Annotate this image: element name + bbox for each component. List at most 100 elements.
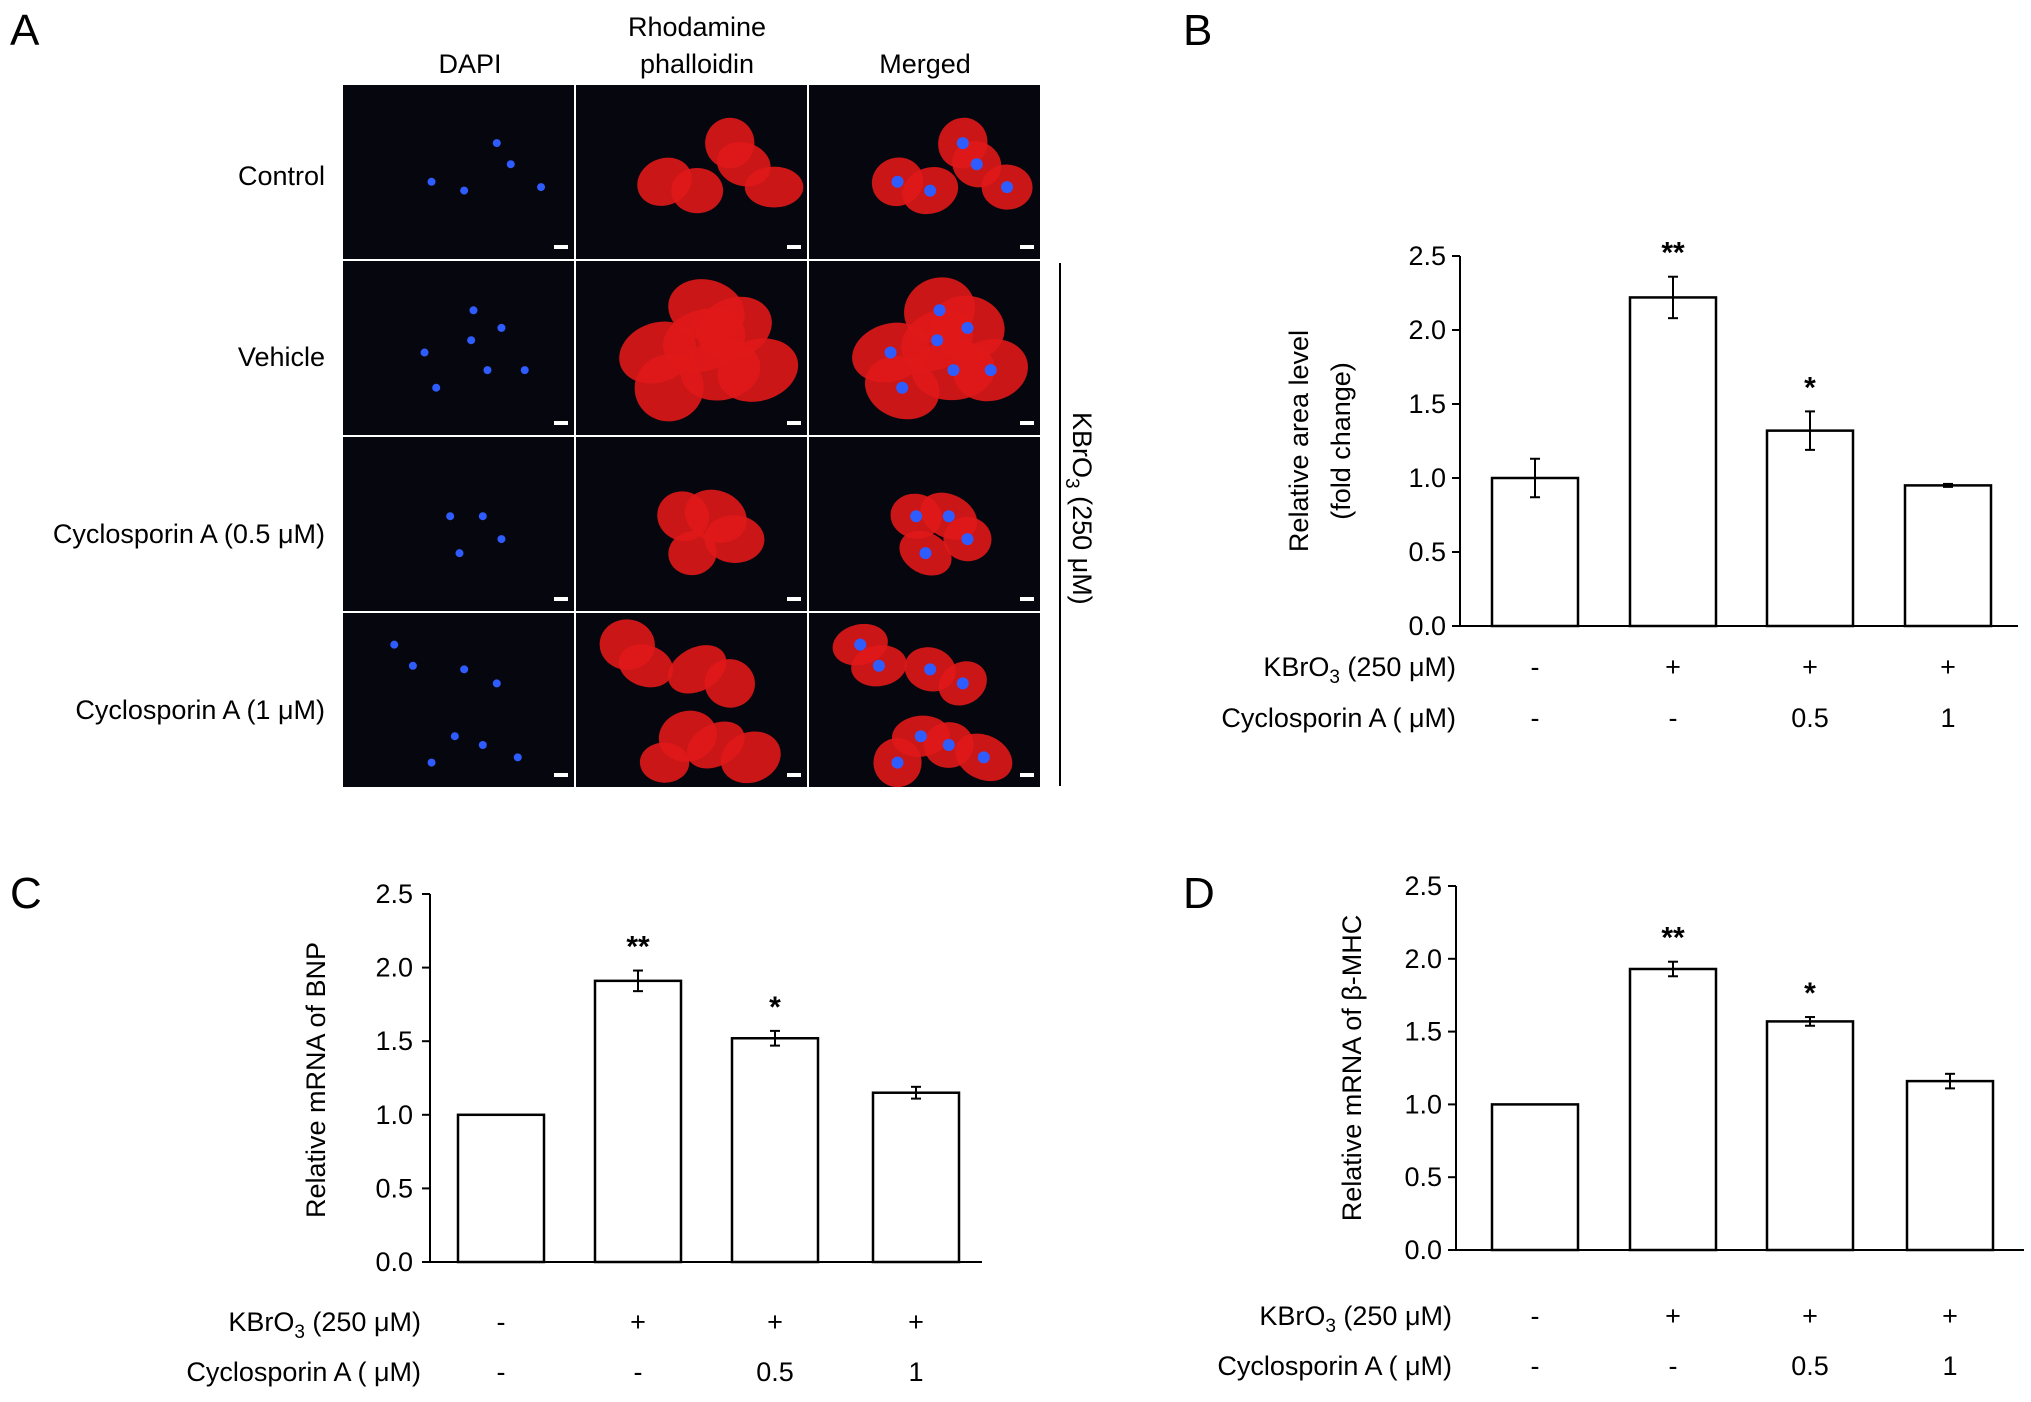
column-header-phalloidin: phalloidin	[640, 49, 754, 79]
y-tick-label: 2.5	[1404, 871, 1442, 901]
actin-cell	[720, 731, 781, 784]
nucleus	[891, 756, 904, 769]
kbro3-side-main: KBrO	[1067, 412, 1097, 478]
cyclosporin-value: 1	[1940, 703, 1955, 733]
micrograph-r3-c1	[576, 613, 807, 787]
chart-panel-b: 0.0 0.5 1.0 1.5 2.0 2.5 Relative area level (fo…	[1221, 237, 2018, 733]
nucleus	[854, 638, 867, 651]
bar	[1628, 967, 1718, 1252]
y-tick-label: 0.0	[375, 1247, 413, 1277]
kbro3-value: +	[767, 1307, 783, 1337]
column-header-rhodamine: Rhodamine	[628, 12, 766, 42]
nucleus	[450, 732, 459, 741]
column-header-dapi: DAPI	[438, 49, 501, 79]
significance-marker: *	[1804, 977, 1816, 1010]
nucleus	[984, 364, 997, 377]
panel-letter-a: A	[10, 6, 40, 55]
bar	[871, 1091, 961, 1264]
nucleus	[956, 677, 969, 690]
nucleus	[919, 547, 932, 560]
micrograph-background	[343, 613, 574, 787]
micrograph-background	[343, 437, 574, 611]
kbro3-value: -	[1531, 652, 1540, 682]
bar	[456, 1113, 546, 1264]
nucleus	[924, 184, 937, 197]
nucleus	[492, 139, 501, 148]
nucleus	[478, 512, 487, 521]
nucleus	[432, 383, 441, 392]
kbro3-value: +	[1802, 1301, 1818, 1331]
actin-cell	[668, 279, 745, 342]
significance-marker: **	[1661, 922, 1685, 955]
kbro3-value: +	[1665, 1301, 1681, 1331]
nucleus	[446, 512, 455, 521]
nucleus	[497, 323, 506, 332]
row-label-control: Control	[238, 161, 325, 191]
actin-cell	[671, 167, 724, 214]
kbro3-value: -	[497, 1307, 506, 1337]
scale-bar	[787, 597, 801, 601]
nucleus	[956, 137, 969, 150]
kbro3-value: +	[1802, 652, 1818, 682]
y-tick-label: 2.0	[1408, 315, 1446, 345]
significance-marker: *	[769, 991, 781, 1024]
actin-cell	[704, 515, 765, 563]
cyclosporin-value: -	[1669, 1351, 1678, 1381]
kbro3-value: +	[1942, 1301, 1958, 1331]
nucleus	[947, 364, 960, 377]
nucleus	[420, 348, 429, 357]
kbro3-row-label: KBrO3 (250 μM)	[1259, 1301, 1452, 1337]
y-tick-label: 1.5	[1408, 389, 1446, 419]
y-tick-label: 1.0	[1408, 463, 1446, 493]
cyclosporin-value: -	[497, 1357, 506, 1387]
micrograph-r0-c2	[809, 85, 1040, 259]
panel-letter-c: C	[10, 869, 42, 918]
nucleus	[942, 510, 955, 523]
bar	[1490, 1103, 1580, 1252]
bar	[1905, 1079, 1995, 1252]
significance-marker: *	[1804, 371, 1816, 404]
nucleus	[914, 730, 927, 743]
nucleus	[924, 663, 937, 676]
y-axis-label: Relative mRNA of BNP	[301, 942, 331, 1218]
significance-marker: **	[626, 931, 650, 964]
scale-bar	[1020, 245, 1034, 249]
bar	[1490, 476, 1580, 628]
nucleus	[390, 640, 399, 649]
nucleus	[520, 366, 529, 375]
y-tick-label: 0.5	[1404, 1162, 1442, 1192]
cyclosporin-value: -	[1531, 1351, 1540, 1381]
nucleus	[460, 665, 469, 674]
scale-bar	[554, 421, 568, 425]
y-tick-label: 0.0	[1408, 611, 1446, 641]
nucleus	[455, 549, 464, 558]
cyclosporin-row-label: Cyclosporin A ( μM)	[1217, 1351, 1452, 1381]
micrograph-r3-c2	[809, 613, 1040, 787]
nucleus	[469, 306, 478, 315]
row-label-vehicle: Vehicle	[238, 342, 325, 372]
nucleus	[427, 758, 436, 767]
y-tick-label: 2.5	[1408, 241, 1446, 271]
nucleus	[933, 304, 946, 317]
bar	[593, 979, 683, 1264]
nucleus	[872, 659, 885, 672]
scale-bar	[554, 597, 568, 601]
y-axis-label: Relative mRNA of β-MHC	[1337, 915, 1367, 1222]
kbro3-side-label: KBrO3 (250 μM)	[1061, 412, 1097, 605]
cyclosporin-value: 0.5	[756, 1357, 794, 1387]
cyclosporin-row-label: Cyclosporin A ( μM)	[1221, 703, 1456, 733]
y-tick-label: 0.5	[375, 1173, 413, 1203]
nucleus	[492, 679, 501, 688]
cyclosporin-value: -	[634, 1357, 643, 1387]
y-tick-label: 2.0	[1404, 944, 1442, 974]
kbro3-row-label: KBrO3 (250 μM)	[1263, 652, 1456, 688]
cyclosporin-value: 1	[1942, 1351, 1957, 1381]
nucleus	[896, 381, 909, 394]
actin-cell	[744, 166, 804, 208]
kbro3-row-label: KBrO3 (250 μM)	[228, 1307, 421, 1343]
y-tick-label: 1.0	[375, 1100, 413, 1130]
bar	[1765, 429, 1855, 628]
row-label-cyclosporin-0-5: Cyclosporin A (0.5 μM)	[53, 519, 325, 549]
y-tick-label: 0.5	[1408, 537, 1446, 567]
